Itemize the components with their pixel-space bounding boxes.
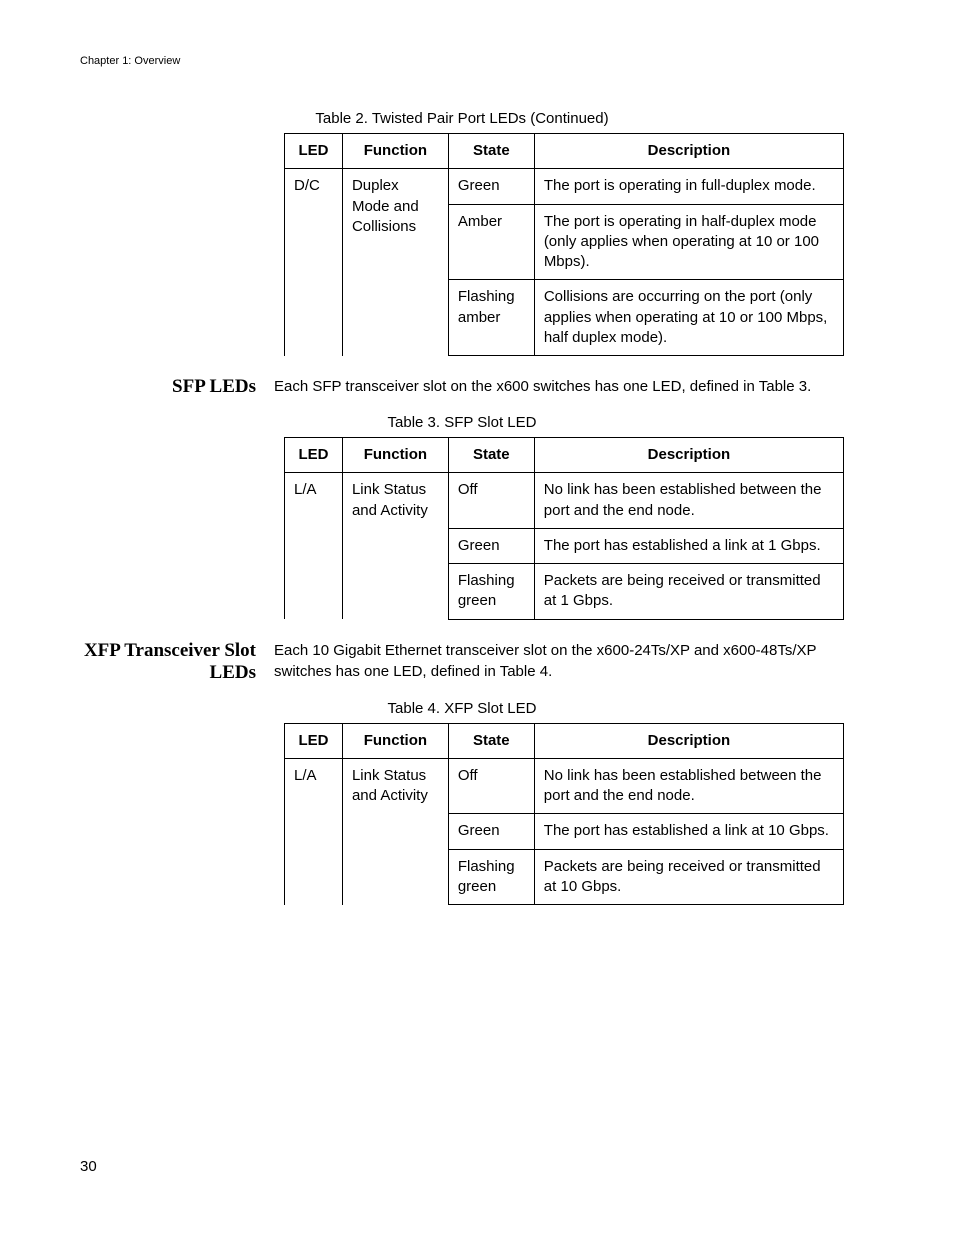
table-header-row: LED Function State Description	[285, 134, 844, 169]
th-function: Function	[342, 134, 448, 169]
table4-caption: Table 4. XFP Slot LED	[80, 700, 844, 717]
th-state: State	[448, 134, 534, 169]
cell-description: The port is operating in half-duplex mod…	[534, 204, 843, 280]
cell-description: Collisions are occurring on the port (on…	[534, 280, 843, 356]
th-led: LED	[285, 723, 343, 758]
table-row: D/C Duplex Mode and Collisions Green The…	[285, 169, 844, 204]
section-text: Each 10 Gigabit Ethernet transceiver slo…	[274, 640, 844, 684]
table-header-row: LED Function State Description	[285, 723, 844, 758]
cell-state: Green	[448, 169, 534, 204]
cell-led: D/C	[285, 169, 343, 356]
page-content: Table 2. Twisted Pair Port LEDs (Continu…	[80, 110, 844, 925]
section-heading: XFP Transceiver Slot LEDs	[80, 640, 274, 684]
th-function: Function	[342, 723, 448, 758]
section-sfp-leds: SFP LEDs Each SFP transceiver slot on th…	[80, 376, 844, 398]
cell-description: The port is operating in full-duplex mod…	[534, 169, 843, 204]
cell-state: Flashing green	[448, 849, 534, 905]
cell-description: Packets are being received or transmitte…	[534, 849, 843, 905]
cell-description: The port has established a link at 1 Gbp…	[534, 528, 843, 563]
section-text: Each SFP transceiver slot on the x600 sw…	[274, 376, 844, 398]
cell-state: Amber	[448, 204, 534, 280]
cell-description: Packets are being received or transmitte…	[534, 564, 843, 620]
table-header-row: LED Function State Description	[285, 438, 844, 473]
cell-function: Link Status and Activity	[342, 473, 448, 619]
cell-description: No link has been established between the…	[534, 758, 843, 814]
cell-led: L/A	[285, 758, 343, 904]
cell-description: The port has established a link at 10 Gb…	[534, 814, 843, 849]
th-state: State	[448, 723, 534, 758]
table2-caption: Table 2. Twisted Pair Port LEDs (Continu…	[80, 110, 844, 127]
cell-state: Off	[448, 758, 534, 814]
table3: LED Function State Description L/A Link …	[284, 437, 844, 620]
th-description: Description	[534, 438, 843, 473]
cell-state: Off	[448, 473, 534, 529]
cell-function: Duplex Mode and Collisions	[342, 169, 448, 356]
table-row: L/A Link Status and Activity Off No link…	[285, 758, 844, 814]
th-state: State	[448, 438, 534, 473]
section-heading: SFP LEDs	[80, 376, 274, 398]
th-description: Description	[534, 134, 843, 169]
th-led: LED	[285, 438, 343, 473]
cell-description: No link has been established between the…	[534, 473, 843, 529]
th-description: Description	[534, 723, 843, 758]
cell-state: Green	[448, 528, 534, 563]
cell-function: Link Status and Activity	[342, 758, 448, 904]
cell-state: Green	[448, 814, 534, 849]
cell-state: Flashing amber	[448, 280, 534, 356]
section-xfp-leds: XFP Transceiver Slot LEDs Each 10 Gigabi…	[80, 640, 844, 684]
cell-led: L/A	[285, 473, 343, 619]
table2: LED Function State Description D/C Duple…	[284, 133, 844, 356]
table4: LED Function State Description L/A Link …	[284, 723, 844, 906]
cell-state: Flashing green	[448, 564, 534, 620]
table3-caption: Table 3. SFP Slot LED	[80, 414, 844, 431]
chapter-header: Chapter 1: Overview	[80, 55, 180, 67]
th-function: Function	[342, 438, 448, 473]
th-led: LED	[285, 134, 343, 169]
table-row: L/A Link Status and Activity Off No link…	[285, 473, 844, 529]
page-number: 30	[80, 1158, 97, 1175]
